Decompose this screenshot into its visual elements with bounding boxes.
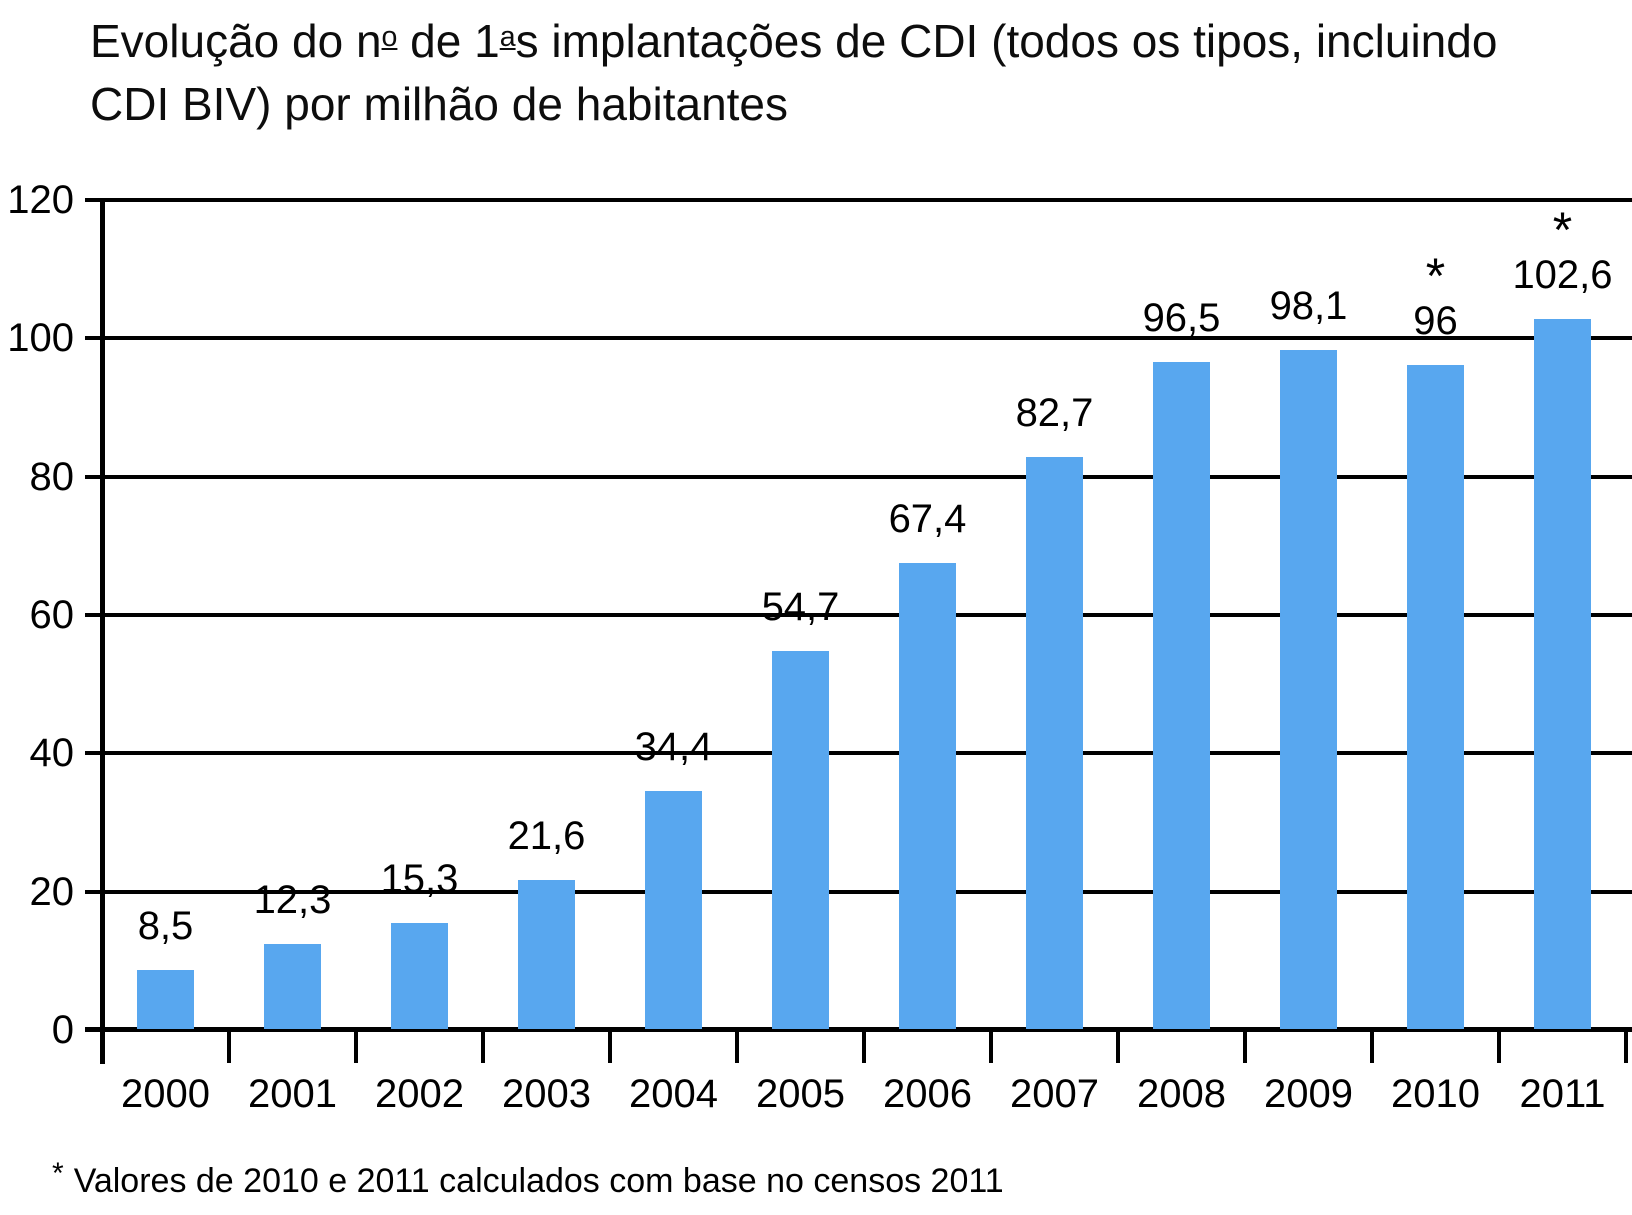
value-label-text: 67,4: [888, 497, 967, 541]
value-label-2002: 15,3: [330, 857, 510, 901]
y-axis-label: 100: [7, 316, 74, 361]
bar-2010: [1407, 365, 1464, 1029]
value-label-2000: 8,5: [76, 904, 256, 948]
value-label-text: 34,4: [634, 725, 713, 769]
x-axis-label-2001: 2001: [248, 1072, 337, 1116]
value-label-text: 102,6: [1512, 253, 1613, 297]
ordinal-a: a: [499, 21, 516, 53]
gridline-100: [85, 336, 1632, 341]
value-label-text: 21,6: [507, 814, 586, 858]
chart-title: Evolução do no de 1as implantações de CD…: [90, 14, 1498, 130]
y-axis-label: 20: [29, 869, 75, 914]
value-label-2009: 98,1: [1219, 284, 1399, 328]
x-axis-tick: [481, 1031, 485, 1063]
x-axis-tick: [227, 1031, 231, 1063]
x-axis-label-2008: 2008: [1137, 1072, 1226, 1116]
value-label-text: 96,5: [1142, 296, 1221, 340]
value-label-2005: 54,7: [711, 585, 891, 629]
value-label-text: 98,1: [1269, 284, 1348, 328]
value-label-2011: * 102,6: [1473, 202, 1632, 297]
y-axis-label: 40: [29, 731, 75, 776]
x-axis-label-2002: 2002: [375, 1072, 464, 1116]
y-axis-line: [100, 198, 105, 1064]
x-axis-tick: [1370, 1031, 1374, 1063]
footnote-text: Valores de 2010 e 2011 calculados com ba…: [73, 1162, 1004, 1200]
x-axis-tick: [862, 1031, 866, 1063]
asterisk-marker: *: [1425, 248, 1446, 304]
value-label-text: 12,3: [253, 878, 332, 922]
x-axis-tick: [1116, 1031, 1120, 1063]
value-label-2008: 96,5: [1092, 296, 1272, 340]
footnote-asterisk: *: [52, 1157, 64, 1190]
value-label-2004: 34,4: [584, 725, 764, 769]
value-label-text: 54,7: [761, 585, 840, 629]
value-label-text: 96: [1413, 299, 1458, 343]
y-axis-label: 60: [29, 593, 75, 637]
value-label-text: 15,3: [380, 857, 459, 901]
gridline-60: [85, 613, 1632, 617]
bar-2004: [645, 791, 702, 1029]
bar-2008: [1153, 362, 1210, 1029]
footnote: * Valores de 2010 e 2011 calculados com b…: [52, 1157, 1004, 1204]
y-axis-label: 0: [51, 1008, 74, 1052]
y-axis-label: 80: [29, 454, 75, 499]
x-axis-label-2010: 2010: [1391, 1072, 1480, 1116]
bar-2005: [772, 651, 829, 1029]
ordinal-o: o: [381, 21, 398, 53]
x-axis-label-2011: 2011: [1519, 1072, 1606, 1116]
value-label-2001: 12,3: [203, 878, 383, 922]
value-label-2003: 21,6: [457, 814, 637, 858]
x-axis-label-2003: 2003: [502, 1072, 591, 1116]
x-axis-label-2005: 2005: [756, 1072, 845, 1116]
gridline-120: [85, 198, 1632, 202]
bar-2003: [518, 880, 575, 1029]
value-label-text: 8,5: [137, 904, 194, 948]
bar-2007: [1026, 457, 1083, 1029]
x-axis-label-2000: 2000: [121, 1072, 210, 1116]
x-axis-tick: [1243, 1031, 1247, 1063]
asterisk-marker: *: [1552, 202, 1573, 258]
x-axis-label-2007: 2007: [1010, 1072, 1099, 1116]
value-label-2010: * 96: [1346, 248, 1526, 343]
gridline-20: [85, 889, 1632, 894]
value-label-text: 82,7: [1015, 391, 1094, 435]
bar-2000: [137, 970, 194, 1029]
x-axis-tick: [608, 1031, 612, 1063]
x-axis-tick: [1624, 1031, 1628, 1063]
value-label-2007: 82,7: [965, 391, 1145, 435]
x-axis-line: [85, 1027, 1632, 1032]
x-axis-label-2006: 2006: [883, 1072, 972, 1116]
x-axis-tick: [989, 1031, 993, 1063]
value-label-2006: 67,4: [838, 497, 1018, 541]
gridline-80: [85, 474, 1632, 479]
bar-2011: [1534, 319, 1591, 1029]
x-axis-tick: [735, 1031, 739, 1063]
bar-2006: [899, 563, 956, 1029]
x-axis-label-2004: 2004: [629, 1072, 718, 1116]
x-axis-tick: [1497, 1031, 1501, 1063]
x-axis-tick: [354, 1031, 358, 1063]
bar-2002: [391, 923, 448, 1029]
y-axis-label: 120: [7, 178, 74, 222]
x-axis-label-2009: 2009: [1264, 1072, 1353, 1116]
gridline-40: [85, 751, 1632, 756]
bar-2001: [264, 944, 321, 1029]
bar-2009: [1280, 350, 1337, 1029]
